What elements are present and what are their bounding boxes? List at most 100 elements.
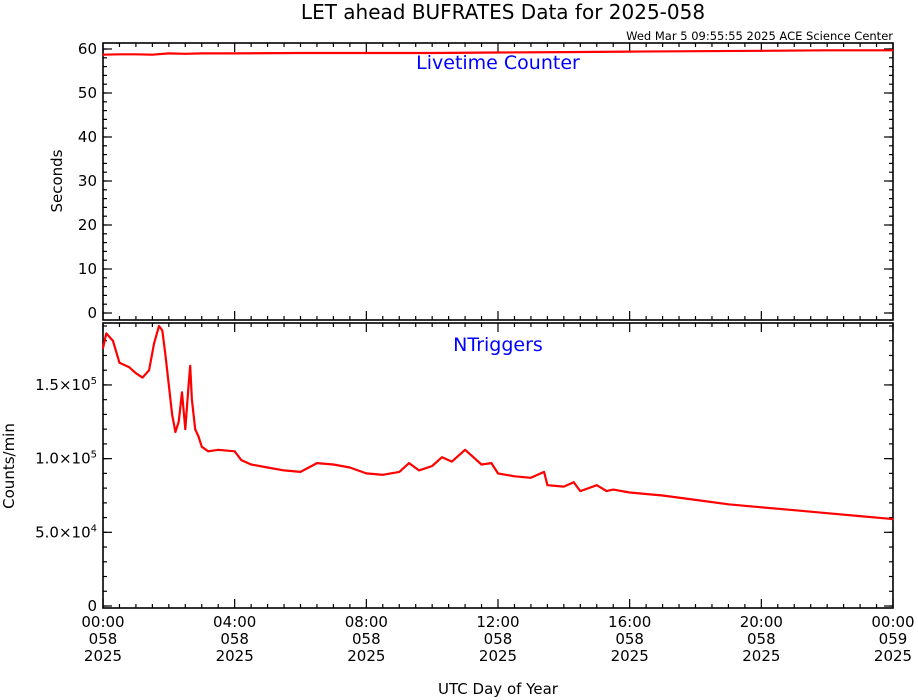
livetime-panel: 0 10 20 30 40 50 60 Livetime Counter Seconds: [48, 40, 894, 322]
x-tick-label-year: 2025: [874, 647, 912, 665]
ntriggers-data-point: [605, 490, 608, 492]
ntriggers-data-point: [546, 484, 549, 487]
ntriggers-data-point: [299, 470, 302, 473]
ntriggers-data-point: [190, 398, 193, 401]
ntriggers-plot-frame: [102, 322, 894, 609]
ntriggers-data-point: [135, 372, 137, 375]
livetime-y-tick-label: 10: [78, 260, 97, 278]
livetime-plot-frame: [102, 42, 894, 321]
ntriggers-panel: 0 5.0×104 1.0×105 1.5×105 NTriggers Counts/…: [0, 322, 894, 615]
ntriggers-data-point: [628, 491, 631, 494]
ntriggers-data-point: [661, 494, 664, 497]
ntriggers-y-tick-label: 0: [87, 597, 97, 615]
ntriggers-data-point: [562, 485, 565, 488]
livetime-data-point: [184, 52, 187, 55]
ntriggers-data-point: [760, 506, 763, 509]
x-tick-label-time: 16:00: [608, 613, 651, 631]
ntriggers-data-point: [240, 459, 243, 462]
x-tick-label-time: 00:00: [81, 613, 124, 631]
x-tick-label-doy: 058: [89, 630, 118, 648]
ntriggers-data-point: [694, 498, 697, 501]
livetime-data-point: [562, 51, 565, 53]
ntriggers-data-point: [194, 428, 197, 431]
ntriggers-data-point: [233, 450, 236, 453]
ntriggers-data-point: [348, 466, 351, 469]
ntriggers-data-point: [164, 354, 167, 357]
x-tick-label-doy: 058: [352, 630, 381, 648]
ntriggers-data-point: [464, 448, 466, 451]
ntriggers-data-point: [612, 488, 615, 491]
livetime-data-point: [431, 52, 434, 54]
ntriggers-data-point: [283, 469, 285, 472]
ntriggers-series: [101, 324, 894, 521]
ntriggers-data-point: [105, 332, 108, 335]
ntriggers-data-point: [418, 469, 420, 472]
ntriggers-data-point: [431, 465, 434, 467]
timestamp: Wed Mar 5 09:55:55 2025 ACE Science Cent…: [626, 29, 893, 43]
livetime-data-point: [151, 53, 154, 56]
livetime-data-point: [200, 52, 203, 55]
ntriggers-data-point: [543, 470, 545, 473]
ntriggers-data-point: [408, 462, 411, 464]
ntriggers-data-point: [161, 329, 164, 332]
ntriggers-data-point: [187, 384, 190, 386]
ntriggers-data-point: [497, 472, 499, 475]
x-tick-label-time: 20:00: [740, 613, 783, 631]
x-tick-label-time: 12:00: [476, 613, 519, 631]
ntriggers-data-point: [595, 484, 598, 487]
livetime-ylabel: Seconds: [48, 149, 66, 212]
x-tick-label-year: 2025: [84, 647, 122, 665]
livetime-data-point: [118, 53, 121, 56]
x-tick-labels: 00:00058202504:00058202508:00058202512:0…: [81, 613, 914, 665]
ntriggers-data-point: [727, 503, 730, 506]
ntriggers-data-point: [480, 463, 483, 466]
x-tick-label-doy: 058: [747, 630, 776, 648]
x-tick-label-doy: 058: [615, 630, 644, 648]
ntriggers-data-point: [892, 518, 894, 520]
x-tick-label-year: 2025: [479, 647, 517, 665]
livetime-y-tick-label: 40: [78, 128, 97, 146]
ntriggers-data-point: [579, 490, 582, 492]
ntriggers-data-point: [197, 435, 200, 438]
livetime-data-point: [694, 50, 697, 53]
x-tick-label-year: 2025: [216, 647, 254, 665]
ntriggers-y-tick-label: 1.5×105: [35, 376, 97, 394]
livetime-y-tick-label: 30: [78, 172, 97, 190]
ntriggers-data-point: [217, 448, 220, 451]
ntriggers-data-point: [148, 369, 150, 372]
livetime-panel-title: Livetime Counter: [416, 52, 580, 74]
livetime-y-tick-label: 20: [78, 216, 97, 234]
ntriggers-data-point: [111, 339, 114, 342]
livetime-data-point: [826, 49, 829, 52]
ntriggers-data-point: [118, 361, 121, 364]
livetime-y-tick-label: 50: [78, 84, 97, 102]
ntriggers-panel-title: NTriggers: [453, 334, 543, 356]
ntriggers-data-point: [266, 466, 269, 469]
ntriggers-data-point: [153, 342, 155, 345]
livetime-data-point: [760, 49, 763, 52]
x-tick-label-year: 2025: [347, 647, 385, 665]
livetime-data-point: [365, 52, 368, 54]
livetime-data-point: [102, 53, 104, 56]
ntriggers-data-point: [167, 384, 170, 386]
x-tick-label-year: 2025: [611, 647, 649, 665]
x-tick-label-doy: 058: [484, 630, 513, 648]
ntriggers-data-point: [200, 445, 203, 448]
ntriggers-data-point: [530, 476, 532, 479]
x-tick-label-time: 08:00: [345, 613, 388, 631]
ntriggers-data-point: [793, 509, 796, 512]
x-tick-label-time: 00:00: [871, 613, 914, 631]
ntriggers-y-tick-label: 1.0×105: [35, 450, 97, 468]
ntriggers-data-point: [141, 376, 144, 379]
ntriggers-data-point: [365, 472, 368, 475]
ntriggers-data-point: [859, 515, 861, 518]
ntriggers-data-point: [451, 460, 453, 463]
ntriggers-data-point: [572, 481, 575, 484]
ntriggers-data-point: [102, 347, 104, 350]
livetime-y-tick-label: 60: [78, 40, 97, 58]
ntriggers-data-point: [128, 366, 131, 369]
ntriggers-data-point: [174, 431, 177, 434]
livetime-data-point: [497, 51, 499, 54]
ntriggers-data-point: [177, 420, 180, 423]
